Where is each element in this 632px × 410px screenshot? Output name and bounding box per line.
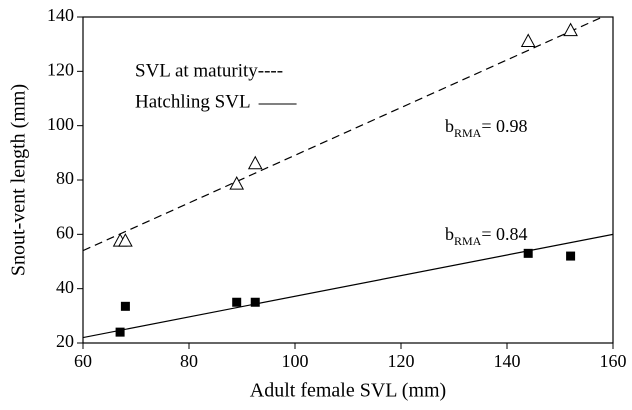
fit-line — [83, 233, 613, 339]
x-axis-label: Adult female SVL (mm) — [250, 380, 446, 402]
point — [566, 251, 576, 261]
y-tick-label: 60 — [56, 222, 74, 242]
plot-frame — [82, 16, 614, 344]
annotation-sub: RMA — [454, 234, 482, 248]
point — [229, 176, 245, 190]
fit-line — [83, 17, 603, 252]
y-tick-label: 120 — [47, 59, 74, 79]
annotation-sub: RMA — [454, 126, 482, 140]
point — [115, 327, 125, 337]
point — [563, 22, 578, 37]
point — [250, 297, 260, 307]
legend-label: Hatchling SVL — [135, 91, 251, 112]
annotation-b: b — [445, 116, 454, 136]
point — [520, 33, 536, 47]
x-tick-label: 80 — [180, 351, 198, 371]
y-tick-label: 140 — [47, 5, 74, 25]
point — [118, 233, 133, 247]
x-tick-label: 60 — [74, 351, 92, 371]
y-tick-label: 100 — [47, 114, 74, 134]
point — [247, 155, 263, 170]
y-tick-label: 80 — [56, 168, 74, 188]
annotation-b: b — [445, 224, 454, 244]
annotation-value: = 0.98 — [481, 116, 527, 136]
x-tick-label: 120 — [388, 351, 415, 371]
point — [232, 297, 242, 307]
point — [120, 301, 130, 311]
legend-label: SVL at maturity---- — [135, 60, 283, 81]
x-tick-label: 100 — [282, 351, 309, 371]
annotation-value: = 0.84 — [481, 224, 527, 244]
point — [523, 248, 533, 258]
x-tick-label: 160 — [600, 351, 627, 371]
x-tick-label: 140 — [494, 351, 521, 371]
y-axis-label: Snout-vent length (mm) — [8, 84, 30, 276]
y-tick-label: 20 — [56, 331, 74, 351]
y-tick-label: 40 — [56, 277, 74, 297]
